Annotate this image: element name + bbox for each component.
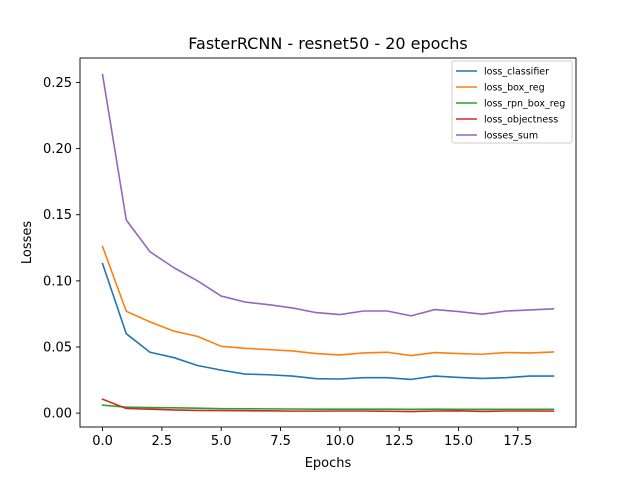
legend-label: loss_rpn_box_reg <box>484 99 565 110</box>
chart-title: FasterRCNN - resnet50 - 20 epochs <box>188 34 467 53</box>
x-tick-label: 15.0 <box>444 434 473 449</box>
plot-area: 0.0 2.5 5.0 7.5 10.0 12.5 15.0 17.5 0.00 0.05 0.1… <box>43 57 577 449</box>
x-tick-label: 12.5 <box>385 434 414 449</box>
series-line-loss-box-reg <box>101 245 555 357</box>
series-line-losses-sum <box>101 73 555 317</box>
x-tick-label: 0.0 <box>92 434 113 449</box>
x-axis-label: Epochs <box>305 456 352 471</box>
legend: loss_classifier loss_box_reg loss_rpn_box_… <box>451 60 573 144</box>
legend-label: loss_objectness <box>484 115 558 126</box>
y-ticks: 0.00 0.05 0.10 0.15 0.20 0.25 <box>43 76 80 422</box>
y-tick-label: 0.10 <box>43 274 72 289</box>
legend-frame <box>451 60 573 144</box>
series-line-loss-objectness <box>101 398 555 413</box>
x-ticks: 0.0 2.5 5.0 7.5 10.0 12.5 15.0 17.5 <box>92 427 532 449</box>
x-tick-label: 2.5 <box>152 434 173 449</box>
y-tick-label: 0.20 <box>43 142 72 157</box>
y-tick-label: 0.00 <box>43 407 72 422</box>
legend-label: losses_sum <box>484 131 538 142</box>
axes-frame <box>79 57 577 428</box>
y-tick-label: 0.25 <box>43 76 72 91</box>
series-group <box>101 73 555 413</box>
x-tick-label: 10.0 <box>325 434 354 449</box>
y-tick-label: 0.05 <box>43 340 72 355</box>
x-tick-label: 5.0 <box>211 434 232 449</box>
series-line-loss-classifier <box>101 262 555 381</box>
series-line-loss-rpn-box-reg <box>101 404 555 411</box>
legend-label: loss_classifier <box>484 67 549 78</box>
y-axis-label: Losses <box>20 221 35 265</box>
x-tick-label: 17.5 <box>503 434 532 449</box>
x-tick-label: 7.5 <box>270 434 291 449</box>
legend-label: loss_box_reg <box>484 83 545 94</box>
y-tick-label: 0.15 <box>43 208 72 223</box>
